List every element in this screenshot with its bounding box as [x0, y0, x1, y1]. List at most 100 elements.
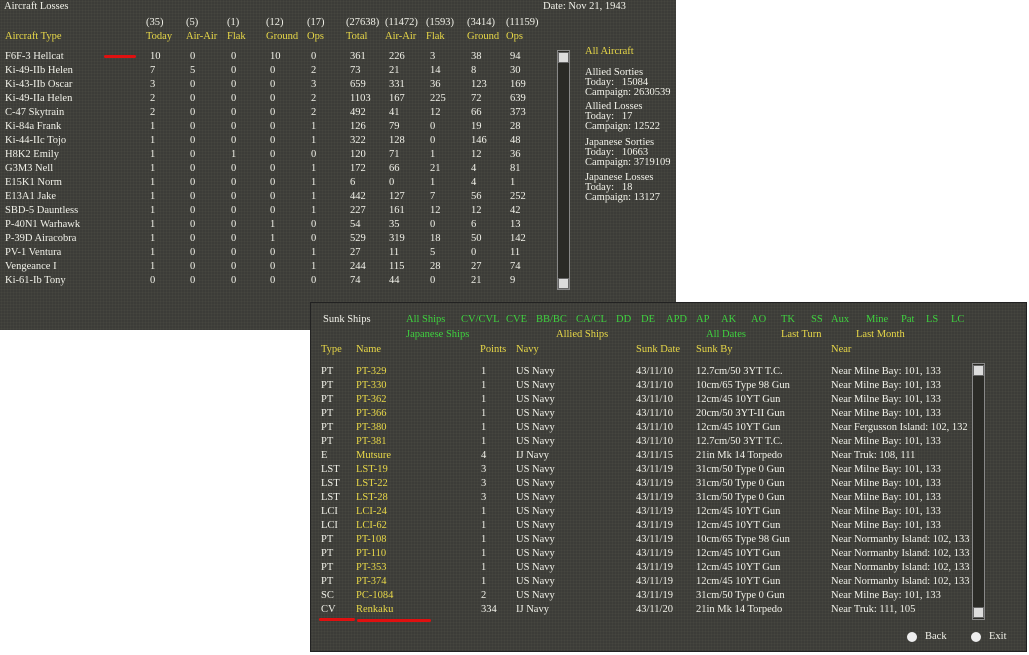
type-filter[interactable]: DD [616, 314, 632, 325]
aircraft-type: Vengeance I [5, 261, 57, 272]
column-header[interactable]: Name [356, 344, 382, 355]
column-header[interactable]: Ops [307, 31, 324, 42]
cell: PT [321, 422, 334, 433]
cell: 0 [190, 275, 196, 286]
annotation-mark [319, 618, 355, 621]
ship-name: LCI-24 [356, 506, 387, 517]
cell: LCI [321, 506, 338, 517]
cell: LST [321, 492, 340, 503]
type-filter[interactable]: Aux [831, 314, 850, 325]
column-header[interactable]: Ops [506, 31, 523, 42]
column-header[interactable]: Sunk By [696, 344, 733, 355]
ship-name: PT-362 [356, 394, 387, 405]
ship-name: PT-329 [356, 366, 387, 377]
type-filter[interactable]: CV/CVL [461, 314, 500, 325]
column-header[interactable]: Sunk Date [636, 344, 681, 355]
cell: 0 [190, 93, 196, 104]
summary-text: Campaign: 2630539 [585, 87, 671, 98]
cell: Near Milne Bay: 101, 133 [831, 366, 941, 377]
filter[interactable]: All Dates [706, 329, 746, 340]
filter[interactable]: Allied Ships [556, 329, 609, 340]
exit-icon[interactable] [971, 632, 981, 642]
type-filter[interactable]: Mine [866, 314, 889, 325]
cell: 0 [231, 247, 237, 258]
exit-button[interactable]: Exit [989, 631, 1007, 642]
summary-filter[interactable]: All Aircraft [585, 46, 634, 57]
cell: 1 [311, 205, 317, 216]
type-filter[interactable]: LS [926, 314, 939, 325]
cell: 42 [510, 205, 521, 216]
column-header[interactable]: Flak [426, 31, 445, 42]
column-total: (17) [307, 17, 325, 28]
type-filter[interactable]: Pat [901, 314, 915, 325]
filter[interactable]: Last Turn [781, 329, 822, 340]
cell: 27 [471, 261, 482, 272]
cell: PT [321, 380, 334, 391]
cell: 38 [471, 51, 482, 62]
cell: Near Milne Bay: 101, 133 [831, 520, 941, 531]
panel-title: Sunk Ships [323, 314, 371, 325]
ship-name: Renkaku [356, 604, 394, 615]
type-filter[interactable]: LC [951, 314, 965, 325]
summary-text: Today: 10663 [585, 147, 649, 158]
cell: 1 [150, 135, 156, 146]
cell: 126 [350, 121, 366, 132]
scroll-up[interactable] [973, 365, 984, 376]
cell: 1 [311, 121, 317, 132]
type-filter[interactable]: CA/CL [576, 314, 607, 325]
cell: IJ Navy [516, 450, 549, 461]
cell: US Navy [516, 534, 555, 545]
type-filter[interactable]: All Ships [406, 314, 446, 325]
cell: 0 [150, 275, 156, 286]
cell: 31cm/50 Type 0 Gun [696, 464, 785, 475]
scroll-down[interactable] [973, 607, 984, 618]
type-filter[interactable]: APD [666, 314, 688, 325]
cell: PT [321, 534, 334, 545]
cell: 3 [481, 478, 487, 489]
scroll-up[interactable] [558, 52, 569, 63]
column-header[interactable]: Navy [516, 344, 539, 355]
cell: 1 [311, 177, 317, 188]
cell: US Navy [516, 492, 555, 503]
filter[interactable]: Japanese Ships [406, 329, 470, 340]
ship-name: PT-381 [356, 436, 387, 447]
type-filter[interactable]: CVE [506, 314, 527, 325]
column-total: (11472) [385, 17, 418, 28]
cell: 0 [190, 79, 196, 90]
column-header[interactable]: Near [831, 344, 852, 355]
ship-name: LST-28 [356, 492, 388, 503]
type-filter[interactable]: TK [781, 314, 795, 325]
cell: 639 [510, 93, 526, 104]
type-filter[interactable]: AK [721, 314, 737, 325]
type-filter[interactable]: SS [811, 314, 823, 325]
column-header[interactable]: Air-Air [186, 31, 218, 42]
scroll-down[interactable] [558, 278, 569, 289]
column-total: (35) [146, 17, 164, 28]
column-header[interactable]: Air-Air [385, 31, 417, 42]
cell: 1 [150, 191, 156, 202]
type-filter[interactable]: AP [696, 314, 710, 325]
cell: 244 [350, 261, 366, 272]
cell: 43/11/19 [636, 590, 673, 601]
cell: 11 [510, 247, 521, 258]
column-header[interactable]: Type [321, 344, 342, 355]
column-header[interactable]: Total [346, 31, 368, 42]
type-filter[interactable]: DE [641, 314, 655, 325]
column-header[interactable]: Ground [467, 31, 500, 42]
column-header[interactable]: Points [480, 344, 507, 355]
cell: 43/11/10 [636, 408, 673, 419]
column-header[interactable]: Ground [266, 31, 299, 42]
filter[interactable]: Last Month [856, 329, 905, 340]
type-filter[interactable]: BB/BC [536, 314, 567, 325]
type-filter[interactable]: AO [751, 314, 767, 325]
column-header[interactable]: Today [146, 31, 173, 42]
column-total: (11159) [506, 17, 539, 28]
scrollbar[interactable] [972, 363, 985, 620]
cell: 0 [231, 261, 237, 272]
back-icon[interactable] [907, 632, 917, 642]
cell: 48 [510, 135, 521, 146]
back-button[interactable]: Back [925, 631, 947, 642]
scrollbar[interactable] [557, 50, 570, 290]
column-header[interactable]: Flak [227, 31, 246, 42]
